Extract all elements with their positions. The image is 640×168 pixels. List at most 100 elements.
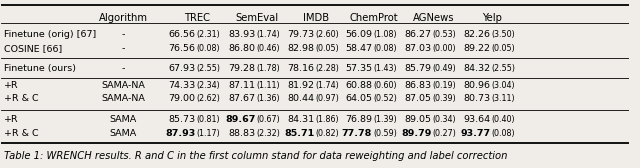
Text: (2.62): (2.62): [197, 94, 221, 103]
Text: (1.11): (1.11): [257, 81, 280, 90]
Text: 81.92: 81.92: [287, 81, 314, 90]
Text: (0.08): (0.08): [374, 44, 397, 53]
Text: IMDB: IMDB: [303, 13, 330, 23]
Text: -: -: [122, 64, 125, 73]
Text: 87.11: 87.11: [228, 81, 255, 90]
Text: (3.11): (3.11): [492, 94, 515, 103]
Text: 84.31: 84.31: [287, 115, 314, 124]
Text: SAMA: SAMA: [109, 115, 137, 124]
Text: 83.93: 83.93: [228, 30, 255, 39]
Text: 79.73: 79.73: [287, 30, 314, 39]
Text: COSINE [66]: COSINE [66]: [4, 44, 62, 53]
Text: 89.05: 89.05: [404, 115, 431, 124]
Text: (0.97): (0.97): [316, 94, 339, 103]
Text: ChemProt: ChemProt: [350, 13, 399, 23]
Text: 56.09: 56.09: [345, 30, 372, 39]
Text: Finetune (ours): Finetune (ours): [4, 64, 76, 73]
Text: 74.33: 74.33: [168, 81, 196, 90]
Text: 89.22: 89.22: [463, 44, 490, 53]
Text: (0.53): (0.53): [433, 30, 456, 39]
Text: (0.59): (0.59): [374, 129, 397, 138]
Text: SAMA-NA: SAMA-NA: [101, 94, 145, 103]
Text: TREC: TREC: [184, 13, 211, 23]
Text: 93.64: 93.64: [463, 115, 490, 124]
Text: (0.46): (0.46): [257, 44, 280, 53]
Text: 85.71: 85.71: [284, 129, 314, 138]
Text: (1.36): (1.36): [257, 94, 280, 103]
Text: (2.55): (2.55): [197, 64, 221, 73]
Text: +R: +R: [4, 115, 19, 124]
Text: +R: +R: [4, 81, 19, 90]
Text: (0.49): (0.49): [433, 64, 456, 73]
Text: (0.08): (0.08): [492, 129, 515, 138]
Text: Algorithm: Algorithm: [99, 13, 148, 23]
Text: 76.56: 76.56: [168, 44, 196, 53]
Text: (0.82): (0.82): [316, 129, 339, 138]
Text: +R & C: +R & C: [4, 129, 38, 138]
Text: (0.60): (0.60): [374, 81, 397, 90]
Text: 82.98: 82.98: [287, 44, 314, 53]
Text: Table 1: WRENCH results. R and C in the first column stand for data reweighting : Table 1: WRENCH results. R and C in the …: [4, 151, 508, 161]
Text: 89.79: 89.79: [401, 129, 431, 138]
Text: 85.73: 85.73: [168, 115, 196, 124]
Text: 79.28: 79.28: [228, 64, 255, 73]
Text: 87.67: 87.67: [228, 94, 255, 103]
Text: (1.78): (1.78): [257, 64, 280, 73]
Text: 57.35: 57.35: [345, 64, 372, 73]
Text: (2.60): (2.60): [316, 30, 339, 39]
Text: 80.96: 80.96: [463, 81, 490, 90]
Text: (2.55): (2.55): [492, 64, 516, 73]
Text: 66.56: 66.56: [168, 30, 196, 39]
Text: (1.08): (1.08): [374, 30, 397, 39]
Text: (0.40): (0.40): [492, 115, 515, 124]
Text: 86.83: 86.83: [404, 81, 431, 90]
Text: Yelp: Yelp: [483, 13, 502, 23]
Text: 79.00: 79.00: [168, 94, 196, 103]
Text: SemEval: SemEval: [236, 13, 279, 23]
Text: 84.32: 84.32: [463, 64, 490, 73]
Text: (1.74): (1.74): [316, 81, 339, 90]
Text: 80.44: 80.44: [287, 94, 314, 103]
Text: 87.05: 87.05: [404, 94, 431, 103]
Text: (1.43): (1.43): [374, 64, 397, 73]
Text: -: -: [122, 44, 125, 53]
Text: 89.67: 89.67: [225, 115, 255, 124]
Text: (0.19): (0.19): [433, 81, 456, 90]
Text: (0.05): (0.05): [492, 44, 515, 53]
Text: (0.81): (0.81): [197, 115, 220, 124]
Text: 85.79: 85.79: [404, 64, 431, 73]
Text: (0.34): (0.34): [433, 115, 456, 124]
Text: (0.05): (0.05): [316, 44, 339, 53]
Text: 78.16: 78.16: [287, 64, 314, 73]
Text: (0.08): (0.08): [197, 44, 220, 53]
Text: +R & C: +R & C: [4, 94, 38, 103]
Text: 87.03: 87.03: [404, 44, 431, 53]
Text: 80.73: 80.73: [463, 94, 490, 103]
Text: (3.50): (3.50): [492, 30, 515, 39]
Text: 87.93: 87.93: [165, 129, 196, 138]
Text: 58.47: 58.47: [345, 44, 372, 53]
Text: (2.28): (2.28): [316, 64, 339, 73]
Text: 86.27: 86.27: [404, 30, 431, 39]
Text: 93.77: 93.77: [460, 129, 490, 138]
Text: (0.00): (0.00): [433, 44, 456, 53]
Text: (2.32): (2.32): [257, 129, 280, 138]
Text: (1.17): (1.17): [197, 129, 221, 138]
Text: 86.80: 86.80: [228, 44, 255, 53]
Text: AGNews: AGNews: [412, 13, 454, 23]
Text: 67.93: 67.93: [168, 64, 196, 73]
Text: (1.74): (1.74): [257, 30, 280, 39]
Text: -: -: [122, 30, 125, 39]
Text: (0.67): (0.67): [257, 115, 280, 124]
Text: 76.89: 76.89: [345, 115, 372, 124]
Text: (0.52): (0.52): [374, 94, 397, 103]
Text: 88.83: 88.83: [228, 129, 255, 138]
Text: (3.04): (3.04): [492, 81, 515, 90]
Text: 82.26: 82.26: [463, 30, 490, 39]
Text: (0.27): (0.27): [433, 129, 456, 138]
Text: 60.88: 60.88: [345, 81, 372, 90]
Text: Finetune (orig) [67]: Finetune (orig) [67]: [4, 30, 96, 39]
Text: (1.39): (1.39): [374, 115, 397, 124]
Text: 64.05: 64.05: [345, 94, 372, 103]
Text: (0.39): (0.39): [433, 94, 456, 103]
